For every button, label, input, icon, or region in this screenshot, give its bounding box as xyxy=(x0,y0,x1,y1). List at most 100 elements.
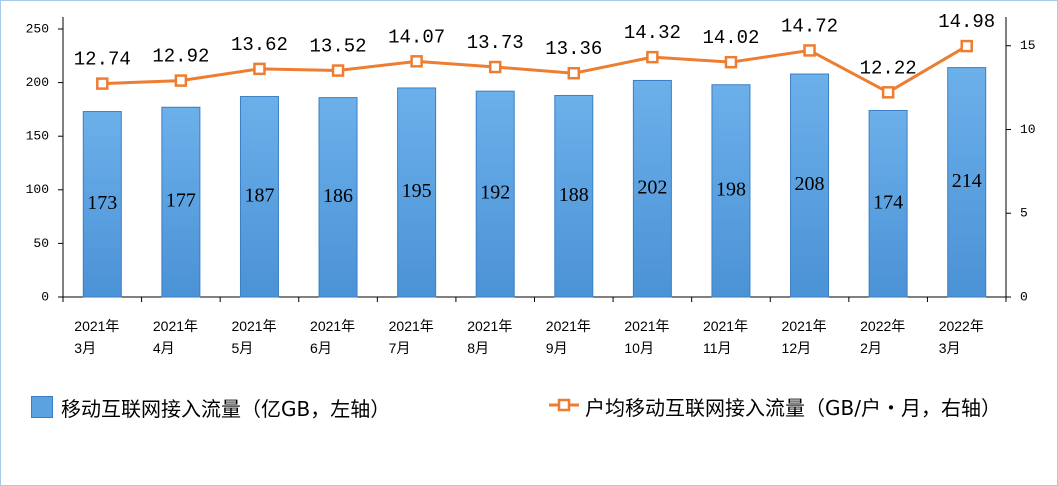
x-tick-label-line: 11月 xyxy=(703,340,732,356)
x-tick-label: 2021年 12月 xyxy=(782,318,827,356)
x-tick-label: 2021年 5月 xyxy=(231,318,276,356)
x-tick-label: 2021年 6月 xyxy=(310,318,355,356)
bar xyxy=(475,90,515,298)
line-value-label: 13.36 xyxy=(545,38,602,60)
y2-tick-label: 5 xyxy=(1020,206,1028,221)
bar-value-label: 195 xyxy=(402,180,432,202)
line-value-label: 12.22 xyxy=(860,57,917,79)
bar xyxy=(632,79,672,298)
bar xyxy=(554,94,594,298)
x-tick-label-line: 2021年 xyxy=(74,318,119,334)
line-value-label: 14.98 xyxy=(938,11,995,33)
bar xyxy=(397,87,437,298)
bar xyxy=(868,109,908,298)
legend-label: 户均移动互联网接入流量（GB/户・月，右轴） xyxy=(585,396,1001,420)
x-tick-label-line: 2021年 xyxy=(703,318,748,334)
bar xyxy=(318,97,358,298)
x-tick-label-line: 2021年 xyxy=(153,318,198,334)
y2-tick-label: 10 xyxy=(1020,122,1036,137)
line-marker xyxy=(960,39,973,53)
y-tick-label: 200 xyxy=(26,75,49,90)
legend-swatch xyxy=(549,398,579,412)
bar xyxy=(711,84,751,298)
y-tick-label: 50 xyxy=(33,236,49,251)
bar-value-label: 188 xyxy=(559,184,589,206)
bar-value-label: 187 xyxy=(244,184,274,206)
y-tick-label: 0 xyxy=(41,289,49,304)
x-tick-label-line: 2021年 xyxy=(546,318,591,334)
x-tick-label-line: 3月 xyxy=(939,340,961,356)
line-marker xyxy=(410,55,423,68)
x-tick-label: 2021年 4月 xyxy=(153,318,198,356)
x-tick-label-line: 5月 xyxy=(231,340,253,356)
y2-tick-label: 0 xyxy=(1020,289,1028,304)
bar-value-label: 214 xyxy=(952,170,982,192)
line-marker xyxy=(881,86,895,99)
bar-value-label: 202 xyxy=(637,176,667,198)
y-tick-label: 250 xyxy=(26,21,49,36)
legend-swatch xyxy=(31,396,53,418)
x-tick-label-line: 9月 xyxy=(546,340,568,356)
y-tick-label: 100 xyxy=(26,182,49,197)
line-value-label: 14.07 xyxy=(388,26,445,48)
x-tick-label: 2021年 8月 xyxy=(467,318,512,356)
line-value-label: 14.02 xyxy=(702,27,759,49)
x-tick-label-line: 2021年 xyxy=(624,318,669,334)
x-tick-label-line: 2021年 xyxy=(231,318,276,334)
line-marker xyxy=(724,55,738,69)
legend-item: 移动互联网接入流量（亿GB，左轴） xyxy=(31,393,390,422)
x-tick-label: 2021年 9月 xyxy=(546,318,591,356)
bar xyxy=(161,106,201,298)
x-tick-label-line: 7月 xyxy=(389,340,411,356)
line-value-label: 14.32 xyxy=(624,22,681,44)
line-value-label: 14.72 xyxy=(781,15,838,37)
x-tick-label-line: 10月 xyxy=(624,340,654,356)
bar xyxy=(82,111,122,298)
x-tick-label-line: 8月 xyxy=(467,340,489,356)
x-tick-label-line: 2021年 xyxy=(782,318,827,334)
x-tick-label-line: 12月 xyxy=(782,340,812,356)
bar-value-label: 198 xyxy=(716,178,746,200)
x-tick-label-line: 6月 xyxy=(310,340,332,356)
legend-label: 移动互联网接入流量（亿GB，左轴） xyxy=(61,397,391,421)
x-tick-label-line: 4月 xyxy=(153,340,175,356)
bar-value-label: 174 xyxy=(873,191,903,213)
line-marker xyxy=(96,77,109,90)
line-marker xyxy=(488,60,502,74)
x-tick-label: 2022年 2月 xyxy=(860,318,905,356)
line-marker xyxy=(646,50,659,64)
bar-value-label: 173 xyxy=(87,192,117,214)
line-marker xyxy=(331,64,345,77)
bar xyxy=(790,73,830,298)
x-tick-label-line: 2021年 xyxy=(310,318,355,334)
line-value-label: 13.52 xyxy=(310,36,367,58)
line-marker xyxy=(253,62,266,76)
line-marker xyxy=(174,74,188,87)
x-tick-label: 2021年 7月 xyxy=(389,318,434,356)
x-tick-label-line: 2021年 xyxy=(467,318,512,334)
x-tick-label: 2021年 10月 xyxy=(624,318,669,356)
y-tick-label: 150 xyxy=(26,129,49,144)
x-tick-label: 2021年 3月 xyxy=(74,318,119,356)
bar-value-label: 186 xyxy=(323,185,353,207)
line-value-label: 13.62 xyxy=(231,34,288,56)
y2-tick-label: 15 xyxy=(1020,38,1036,53)
bar-value-label: 208 xyxy=(795,173,825,195)
line-value-label: 12.74 xyxy=(74,49,131,71)
bar xyxy=(239,96,279,298)
bar xyxy=(947,67,987,298)
x-tick-label-line: 2022年 xyxy=(860,318,905,334)
x-tick-label-line: 2022年 xyxy=(939,318,984,334)
line-value-label: 12.92 xyxy=(152,46,209,68)
line-marker xyxy=(803,44,816,57)
x-tick-label-line: 2021年 xyxy=(389,318,434,334)
legend-item: 户均移动互联网接入流量（GB/户・月，右轴） xyxy=(549,393,1019,423)
x-tick-label-line: 2月 xyxy=(860,340,882,356)
x-tick-label: 2022年 3月 xyxy=(939,318,984,356)
x-tick-label-line: 3月 xyxy=(74,340,96,356)
line xyxy=(102,44,968,95)
line-marker xyxy=(567,66,581,80)
bar-value-label: 192 xyxy=(480,182,510,204)
